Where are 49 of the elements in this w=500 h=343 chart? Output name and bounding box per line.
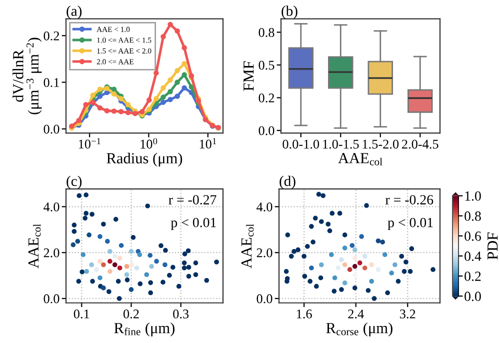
y-tick-label: 0.1 (44, 78, 59, 88)
chart-title: (b) (282, 6, 298, 19)
color-bar-label: 0.0 (464, 292, 481, 302)
x-tick-label: 3.2 (400, 310, 416, 318)
x-tick-label: 2.4 (348, 310, 364, 318)
x-tick-label: 10$^{1}$ (200, 138, 216, 149)
y-tick-label: 0.2 (44, 31, 60, 40)
annotation: p < 0.01 (170, 218, 216, 230)
x-tick-label: 0.3 (173, 310, 189, 318)
annotation: r = -0.27 (168, 195, 216, 205)
color-bar-label: 0.8 (464, 211, 481, 221)
x-tick-label: 1.6 (296, 310, 312, 318)
chart-title: (a) (66, 6, 82, 19)
color-bar-label: 0.2 (464, 272, 481, 282)
x-tick-label: 10$^{−1}$ (78, 138, 100, 149)
y-axis-title: AAE$_{col}$ (241, 224, 254, 268)
color-bar-label: 0.4 (464, 252, 482, 261)
x-axis-title: R$_{corse}$ (μm) (326, 322, 392, 336)
x-tick-label: 1.0-1.5 (323, 140, 359, 149)
y-axis-title: FMF (244, 61, 254, 91)
y-tick-label: 0.0 (258, 126, 274, 136)
y-tick-label: 2.0 (44, 248, 60, 258)
y-tick-label: 0.0 (44, 124, 60, 134)
x-axis-title: R$_{fine}$ (μm) (114, 322, 174, 336)
y-axis-title: dV/dlnR (μm$^{−3}$ μm$^{−2}$) (12, 38, 42, 114)
x-tick-label: 1.5-2.0 (362, 140, 399, 149)
x-tick-label: 2.0-4.5 (402, 140, 438, 149)
annotation: r = -0.26 (386, 195, 434, 205)
color-bar-label: 1.0 (465, 191, 481, 201)
chart-title: (d) (280, 176, 296, 189)
color-bar-title: PDF (488, 232, 498, 260)
y-tick-label: 4.0 (44, 202, 60, 212)
y-tick-label: 0.0 (44, 294, 60, 304)
y-tick-label: 0.0 (256, 294, 272, 304)
color-bar-label: 0.6 (464, 231, 481, 241)
x-axis-title: AAE$_{col}$ (338, 153, 382, 166)
y-axis-title: AAE$_{col}$ (28, 224, 41, 268)
y-tick-label: 0.2 (258, 94, 274, 102)
y-tick-label: 0.8 (258, 28, 274, 37)
x-tick-label: 0.0-1.0 (282, 140, 320, 149)
x-tick-label: 0.1 (74, 310, 90, 318)
chart-title: (c) (66, 176, 82, 189)
x-tick-label: 0.2 (123, 310, 139, 318)
x-axis-title: Radius (μm) (106, 152, 182, 167)
x-tick-label: 10$^{0}$ (140, 138, 158, 149)
y-tick-label: 4.0 (256, 202, 272, 212)
y-tick-label: 2.0 (256, 248, 272, 258)
y-tick-label: 0.5 (258, 60, 274, 70)
annotation: p < 0.01 (388, 218, 433, 230)
